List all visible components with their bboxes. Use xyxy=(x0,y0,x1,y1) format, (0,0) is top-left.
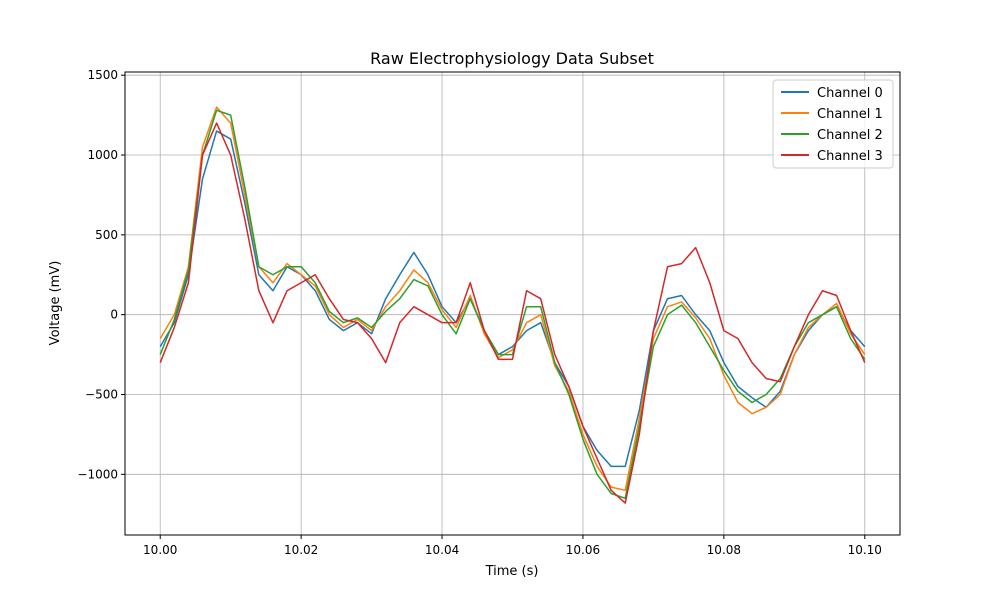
chart-title: Raw Electrophysiology Data Subset xyxy=(370,49,654,68)
y-tick-label: 1500 xyxy=(87,68,118,82)
series-line-channel-3 xyxy=(159,122,866,504)
legend-label-channel-3: Channel 3 xyxy=(817,149,883,164)
x-tick-label: 10.08 xyxy=(707,543,741,557)
series-group xyxy=(159,106,866,504)
legend-label-channel-1: Channel 1 xyxy=(817,107,883,122)
y-tick-label: −1000 xyxy=(77,467,118,481)
x-tick-label: 10.04 xyxy=(425,543,459,557)
x-tick-label: 10.06 xyxy=(566,543,600,557)
grid xyxy=(125,72,900,535)
y-tick-label: 500 xyxy=(95,228,118,242)
plot-frame xyxy=(124,71,901,536)
y-tick-label: 0 xyxy=(110,308,118,322)
legend-label-channel-0: Channel 0 xyxy=(817,86,883,101)
ticks: 10.00 10.02 10.04 10.06 10.08 10.10 −1000 −500 0… xyxy=(77,68,882,557)
x-tick-label: 10.10 xyxy=(848,543,882,557)
legend-label-channel-2: Channel 2 xyxy=(817,128,883,143)
legend-box xyxy=(772,79,894,169)
x-axis-label: Time (s) xyxy=(485,564,539,579)
y-tick-label: −500 xyxy=(85,388,118,402)
series-line-channel-1 xyxy=(159,106,866,492)
x-tick-label: 10.00 xyxy=(143,543,177,557)
x-tick-label: 10.02 xyxy=(284,543,318,557)
y-tick-label: 1000 xyxy=(87,148,118,162)
legend: Channel 0 Channel 1 Channel 2 Channel 3 xyxy=(772,79,894,169)
series-line-channel-2 xyxy=(159,109,866,500)
y-axis-label: Voltage (mV) xyxy=(48,261,63,346)
series-line-channel-0 xyxy=(159,130,866,468)
